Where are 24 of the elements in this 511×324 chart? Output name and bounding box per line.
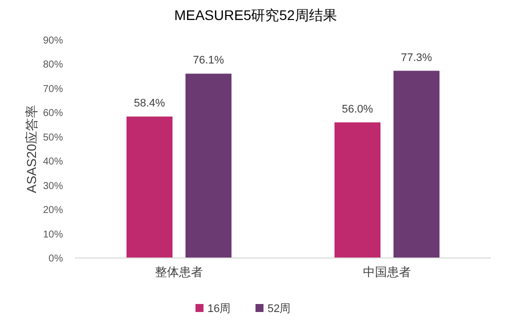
y-tick-label: 40%	[42, 156, 64, 168]
y-tick-label: 20%	[42, 205, 64, 216]
y-tick-label: 60%	[42, 108, 64, 120]
y-tick-label: 30%	[42, 180, 64, 192]
bar	[334, 122, 380, 258]
x-tick-label: 整体患者	[155, 265, 203, 279]
legend-label: 16周	[208, 303, 231, 315]
y-tick-label: 50%	[42, 132, 64, 144]
chart-title: MEASURE5研究52周结果	[174, 7, 337, 23]
y-tick-label: 0%	[48, 254, 64, 264]
y-tick-label: 80%	[42, 60, 64, 71]
data-label: 56.0%	[342, 103, 374, 116]
y-tick-label: 10%	[42, 229, 64, 240]
bar	[394, 70, 440, 258]
data-label: 58.4%	[134, 98, 166, 110]
y-tick-label: 70%	[42, 84, 64, 95]
x-tick-label: 中国患者	[363, 265, 411, 279]
y-tick-label: 90%	[42, 36, 64, 46]
data-label: 76.1%	[192, 54, 224, 67]
y-axis-title: ASAS20应答率	[24, 104, 39, 194]
bar	[186, 74, 232, 258]
data-label: 77.3%	[400, 52, 432, 64]
bar	[126, 116, 172, 258]
legend-label: 52周	[268, 303, 291, 315]
